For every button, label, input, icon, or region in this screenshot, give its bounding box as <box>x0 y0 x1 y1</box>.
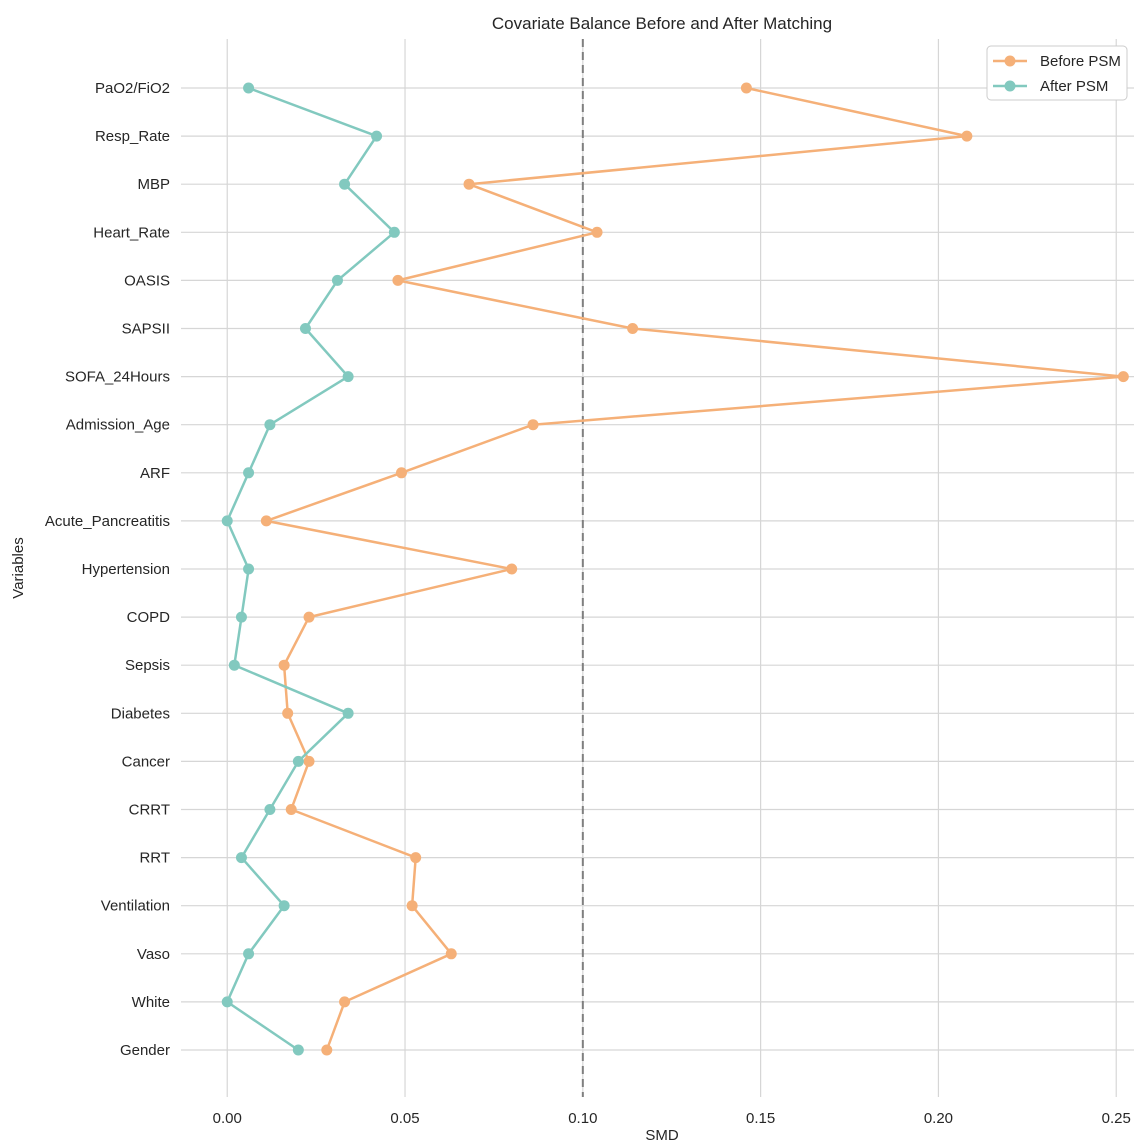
point-after-psm-copd <box>235 611 247 623</box>
point-after-psm-admission-age <box>264 419 276 431</box>
x-tick-label-3: 0.15 <box>746 1110 775 1127</box>
point-after-psm-oasis <box>331 274 343 286</box>
point-before-psm-oasis <box>392 274 404 286</box>
y-tick-label-heart-rate: Heart_Rate <box>93 224 170 241</box>
legend-label-before: Before PSM <box>1040 53 1121 70</box>
y-tick-label-cancer: Cancer <box>122 753 170 770</box>
point-before-psm-pao2-fio2 <box>740 82 752 94</box>
legend-marker-after <box>1004 80 1016 92</box>
point-before-psm-sapsii <box>627 323 639 334</box>
y-tick-label-mbp: MBP <box>137 176 170 193</box>
y-tick-label-copd: COPD <box>127 609 171 626</box>
x-tick-label-0: 0.00 <box>213 1110 242 1127</box>
y-tick-label-arf: ARF <box>140 465 170 482</box>
point-before-psm-cancer <box>303 755 315 767</box>
x-tick-label-1: 0.05 <box>390 1110 419 1127</box>
y-tick-label-resp-rate: Resp_Rate <box>95 128 170 145</box>
point-after-psm-ventilation <box>278 900 290 912</box>
point-before-psm-white <box>339 996 351 1008</box>
point-before-psm-admission-age <box>527 419 539 431</box>
point-after-psm-sapsii <box>299 323 311 334</box>
point-before-psm-diabetes <box>282 707 294 719</box>
point-before-psm-acute-pancreatitis <box>260 515 272 527</box>
y-tick-label-oasis: OASIS <box>124 272 170 289</box>
x-tick-labels: 0.00 0.05 0.10 0.15 0.20 0.25 <box>213 1110 1131 1127</box>
y-tick-label-white: White <box>132 994 170 1011</box>
y-tick-label-hypertension: Hypertension <box>82 561 170 578</box>
legend: Before PSM After PSM <box>986 45 1128 101</box>
point-before-psm-resp-rate <box>961 130 973 142</box>
y-tick-label-sofa-24hours: SOFA_24Hours <box>65 369 170 386</box>
point-before-psm-copd <box>303 611 315 623</box>
point-after-psm-cancer <box>292 755 304 767</box>
point-after-psm-rrt <box>235 852 247 864</box>
point-after-psm-diabetes <box>342 707 354 719</box>
x-tick-label-2: 0.10 <box>568 1110 597 1127</box>
point-before-psm-sepsis <box>278 659 290 671</box>
x-tick-label-5: 0.25 <box>1102 1110 1131 1127</box>
y-axis-title: Variables <box>10 537 27 598</box>
point-after-psm-gender <box>292 1044 304 1056</box>
point-after-psm-arf <box>243 467 255 479</box>
point-after-psm-heart-rate <box>388 226 400 238</box>
chart-title: Covariate Balance Before and After Match… <box>492 14 832 33</box>
point-after-psm-vaso <box>243 948 255 960</box>
y-tick-label-pao2-fio2: PaO2/FiO2 <box>95 80 170 97</box>
point-after-psm-sofa-24hours <box>342 371 354 383</box>
point-before-psm-sofa-24hours <box>1117 371 1129 383</box>
y-tick-label-admission-age: Admission_Age <box>66 417 170 434</box>
point-after-psm-white <box>221 996 233 1008</box>
y-tick-label-vaso: Vaso <box>137 946 170 963</box>
y-tick-label-ventilation: Ventilation <box>101 898 170 915</box>
point-after-psm-crrt <box>264 804 276 815</box>
y-tick-label-sapsii: SAPSII <box>122 321 170 338</box>
x-tick-label-4: 0.20 <box>924 1110 953 1127</box>
point-after-psm-hypertension <box>243 563 255 575</box>
x-axis-title: SMD <box>645 1127 679 1142</box>
point-before-psm-hypertension <box>506 563 518 575</box>
point-after-psm-mbp <box>339 178 351 190</box>
y-tick-label-rrt: RRT <box>139 850 170 867</box>
grid <box>181 39 1134 1097</box>
y-tick-labels: PaO2/FiO2 Resp_Rate MBP Heart_Rate OASIS SAPS… <box>45 80 170 1059</box>
point-before-psm-gender <box>321 1044 333 1056</box>
point-before-psm-crrt <box>285 804 297 815</box>
point-after-psm-pao2-fio2 <box>243 82 255 94</box>
point-after-psm-resp-rate <box>371 130 383 142</box>
plot-area <box>181 39 1134 1097</box>
legend-marker-before <box>1004 55 1016 67</box>
point-after-psm-sepsis <box>228 659 240 671</box>
point-before-psm-mbp <box>463 178 475 190</box>
point-before-psm-ventilation <box>406 900 418 912</box>
point-before-psm-rrt <box>410 852 422 864</box>
point-before-psm-heart-rate <box>591 226 603 238</box>
y-tick-label-sepsis: Sepsis <box>125 657 170 674</box>
point-before-psm-vaso <box>445 948 457 960</box>
point-after-psm-acute-pancreatitis <box>221 515 233 527</box>
legend-label-after: After PSM <box>1040 78 1108 95</box>
point-before-psm-arf <box>395 467 407 479</box>
y-tick-label-crrt: CRRT <box>129 802 170 819</box>
y-tick-label-diabetes: Diabetes <box>111 705 170 722</box>
y-tick-label-acute-pancreatitis: Acute_Pancreatitis <box>45 513 170 530</box>
y-tick-label-gender: Gender <box>120 1042 170 1059</box>
series-group <box>221 82 1129 1056</box>
